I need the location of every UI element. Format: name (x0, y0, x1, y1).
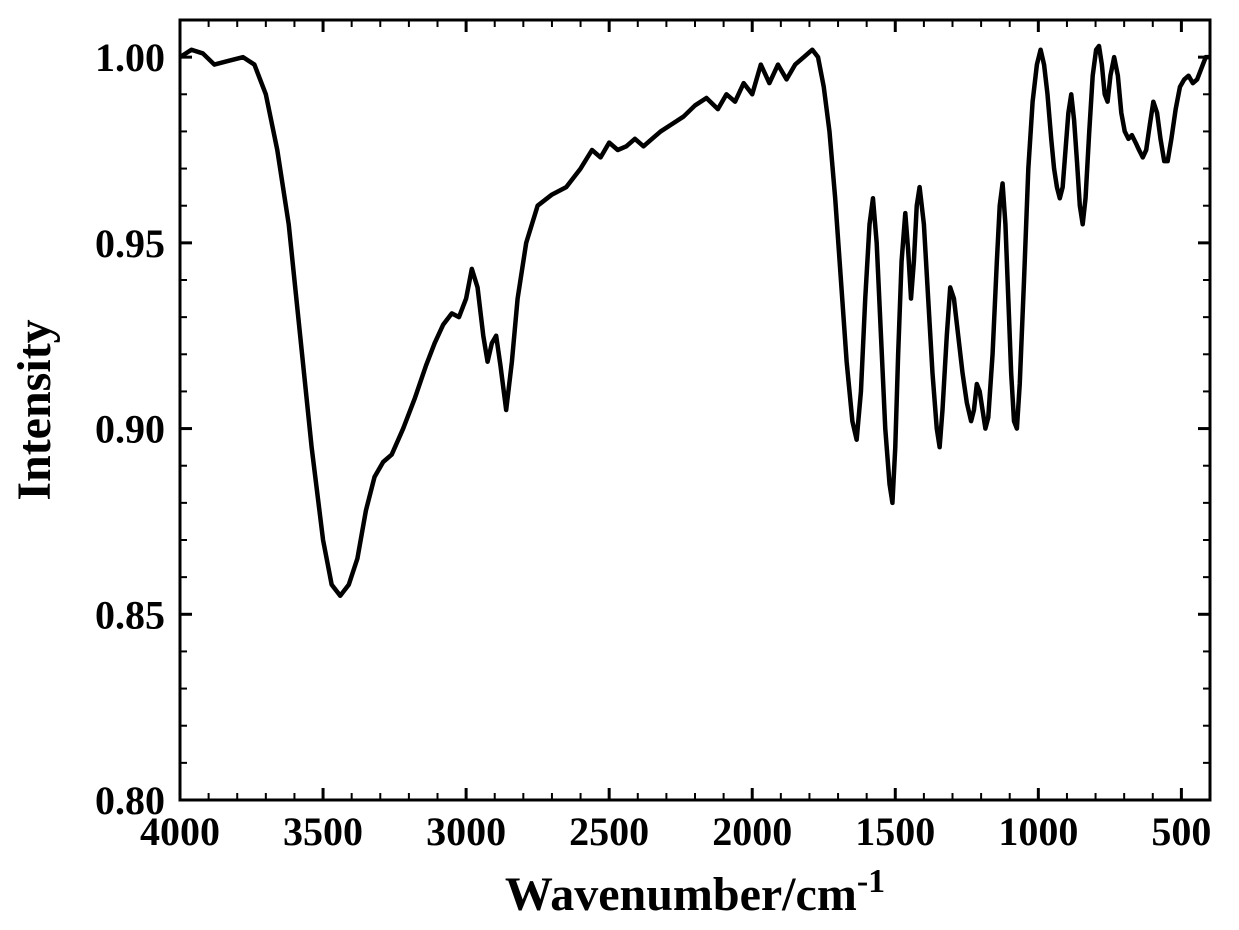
svg-text:2500: 2500 (569, 809, 649, 854)
svg-text:3500: 3500 (283, 809, 363, 854)
svg-text:1.00: 1.00 (95, 35, 165, 80)
svg-text:2000: 2000 (712, 809, 792, 854)
ir-spectrum-chart: 40003500300025002000150010005000.800.850… (0, 0, 1239, 930)
svg-text:Intensity: Intensity (8, 319, 61, 500)
chart-svg: 40003500300025002000150010005000.800.850… (0, 0, 1239, 930)
svg-text:1000: 1000 (998, 809, 1078, 854)
svg-text:0.90: 0.90 (95, 407, 165, 452)
svg-text:0.95: 0.95 (95, 221, 165, 266)
svg-text:0.80: 0.80 (95, 778, 165, 823)
svg-text:1500: 1500 (855, 809, 935, 854)
svg-text:Wavenumber/cm-1: Wavenumber/cm-1 (505, 863, 885, 922)
svg-text:3000: 3000 (426, 809, 506, 854)
svg-text:0.85: 0.85 (95, 592, 165, 637)
svg-text:500: 500 (1151, 809, 1211, 854)
